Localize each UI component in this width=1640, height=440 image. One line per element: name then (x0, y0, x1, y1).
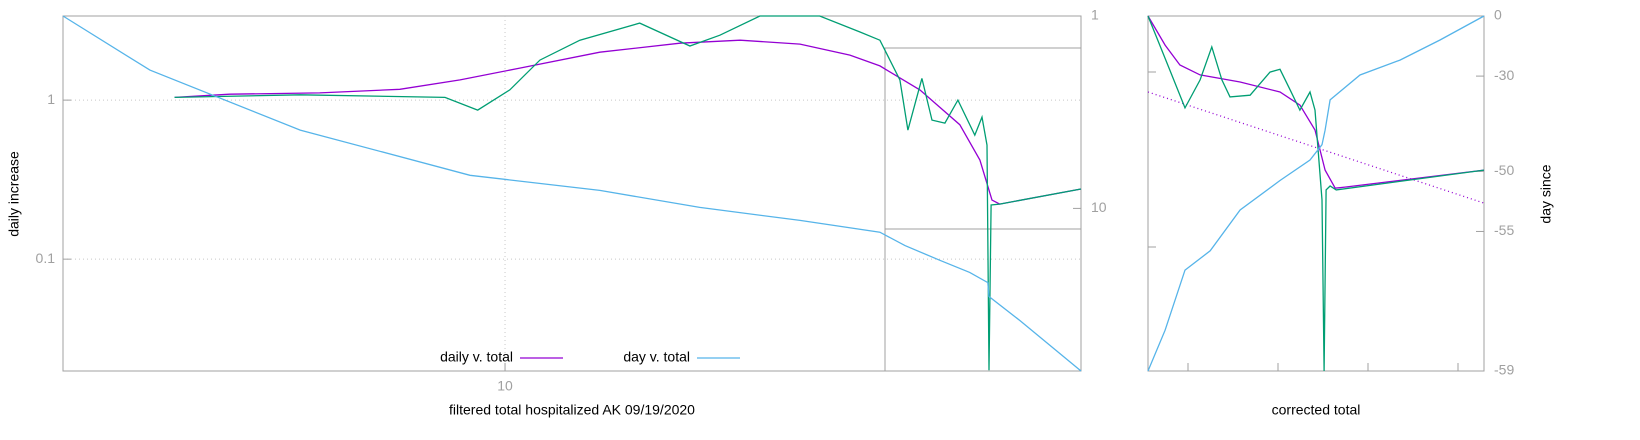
plot-frame (1147, 15, 1485, 372)
legend-label: day v. total (623, 349, 690, 365)
y2-tick-label: 1 (1091, 7, 1099, 23)
y2-tick-label: 0 (1494, 7, 1502, 23)
zoom-box (884, 47, 1082, 372)
y2-tick-label: -30 (1494, 67, 1514, 83)
y-tick-label: 1 (47, 91, 55, 107)
y2-tick-label: -55 (1494, 222, 1514, 238)
y2-tick-label: 10 (1091, 199, 1107, 215)
y-tick-label: 0.1 (36, 250, 56, 266)
y2-tick-label: -59 (1494, 362, 1514, 378)
y2-axis-label: day since (1538, 164, 1554, 223)
y-axis-label: daily increase (6, 151, 22, 237)
x-tick-label: 10 (497, 378, 513, 394)
series-line (174, 15, 1082, 371)
series-line (1147, 15, 1485, 189)
y2-tick-label: -50 (1494, 162, 1514, 178)
series-line (1147, 15, 1485, 372)
legend-label: daily v. total (440, 349, 513, 365)
x-axis-label: filtered total hospitalized AK 09/19/202… (449, 402, 695, 418)
series-line (1147, 91, 1485, 204)
series-line (174, 39, 1082, 205)
series-line (62, 15, 1082, 372)
series-line (1147, 15, 1485, 372)
plot-frame (62, 15, 1082, 372)
x-axis-label: corrected total (1272, 402, 1361, 418)
